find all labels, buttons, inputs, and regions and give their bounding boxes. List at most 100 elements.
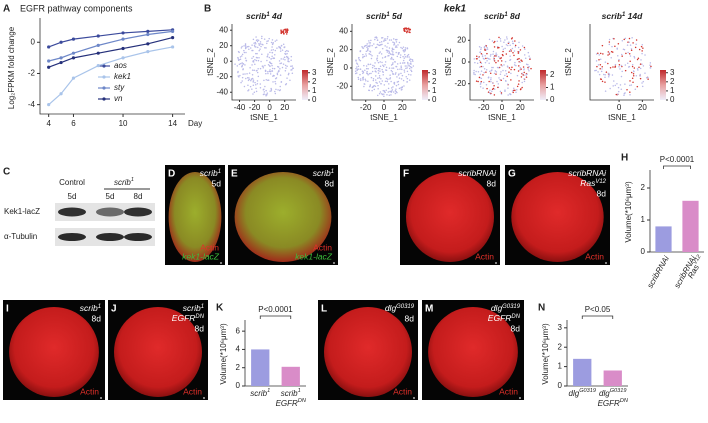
cell [406, 30, 409, 32]
cell [397, 53, 400, 55]
cell [509, 93, 512, 95]
cell [280, 32, 283, 35]
cell [524, 48, 526, 50]
cell [641, 50, 643, 52]
superscript: G0319 [502, 304, 521, 310]
cell [409, 62, 412, 65]
cell [483, 68, 486, 70]
cell [376, 43, 379, 46]
cell [355, 59, 357, 61]
cell [280, 58, 282, 60]
cell [263, 79, 265, 82]
cell [393, 44, 395, 46]
cell [272, 48, 274, 51]
color-bar-label: 1 [670, 86, 675, 95]
cell [499, 73, 502, 76]
panel-label: M [425, 304, 433, 315]
cell [380, 37, 383, 39]
cell [276, 39, 278, 41]
x-axis-label: Day [188, 119, 202, 128]
cell [475, 57, 478, 60]
cell [357, 57, 360, 59]
cell [383, 93, 385, 95]
cell [359, 73, 361, 76]
category-label: scrib1 [250, 388, 270, 398]
cell [617, 42, 620, 45]
point [146, 50, 150, 54]
x-axis-label: tSNE_1 [370, 113, 398, 122]
cell [402, 59, 405, 62]
text-part: EGFR [488, 313, 512, 323]
cell [614, 63, 617, 66]
cell [285, 67, 287, 69]
cell [384, 80, 387, 83]
series-line [48, 30, 173, 62]
cell [236, 65, 239, 67]
legend-marker [102, 64, 106, 68]
cell [258, 49, 260, 52]
color-bar [302, 70, 308, 100]
cell [388, 39, 391, 41]
cell [400, 87, 402, 89]
cell [241, 64, 244, 67]
cell [385, 66, 388, 69]
stain-label: Actin [499, 386, 518, 396]
x-tick-label: 6 [71, 119, 76, 128]
x-axis-label: tSNE_1 [488, 113, 516, 122]
text-part: scrib [246, 11, 266, 21]
cell [641, 85, 644, 88]
cell [598, 73, 601, 76]
cell [265, 89, 267, 92]
cell [517, 51, 519, 53]
cell [391, 63, 394, 66]
stain-label: kek1-lacZ [182, 251, 220, 261]
cell [259, 83, 262, 85]
cell [519, 49, 522, 51]
cell [379, 51, 382, 53]
cell [500, 92, 503, 94]
cell [603, 73, 605, 76]
age: 8d [325, 178, 335, 188]
cell [619, 84, 622, 86]
cell [383, 40, 385, 42]
cell [370, 76, 373, 79]
cell [269, 69, 271, 71]
cell [523, 69, 525, 71]
x-tick-label: 0 [382, 103, 387, 112]
cell [246, 76, 249, 79]
cell [243, 45, 245, 47]
lane-label: 5d [106, 192, 115, 201]
cell [277, 65, 279, 68]
cell [378, 76, 381, 79]
cell [290, 65, 292, 68]
color-bar-label: 2 [670, 77, 675, 86]
cell [287, 50, 289, 53]
cell [381, 57, 384, 59]
cell [262, 65, 264, 67]
y-axis-label: Log₂FPKM fold change [7, 26, 16, 109]
cell [388, 67, 391, 69]
cell [518, 51, 521, 53]
cell [396, 38, 398, 41]
cell [379, 41, 381, 44]
cell [380, 41, 383, 43]
tissue [114, 307, 202, 397]
cell [480, 65, 483, 68]
cell [408, 64, 410, 67]
cell [381, 80, 384, 82]
cell [636, 68, 639, 70]
cell [407, 73, 410, 76]
y-tick-label: 2 [236, 363, 241, 372]
text-part: scrib [366, 11, 386, 21]
cell [402, 79, 405, 82]
cell [629, 93, 631, 96]
cell [521, 72, 524, 75]
cell [362, 78, 364, 80]
cell [283, 56, 286, 59]
cell [252, 79, 255, 81]
cell [501, 65, 503, 67]
cell [500, 79, 502, 82]
cell [384, 64, 386, 66]
cell [619, 68, 621, 70]
text-part: EGFR [172, 313, 196, 323]
